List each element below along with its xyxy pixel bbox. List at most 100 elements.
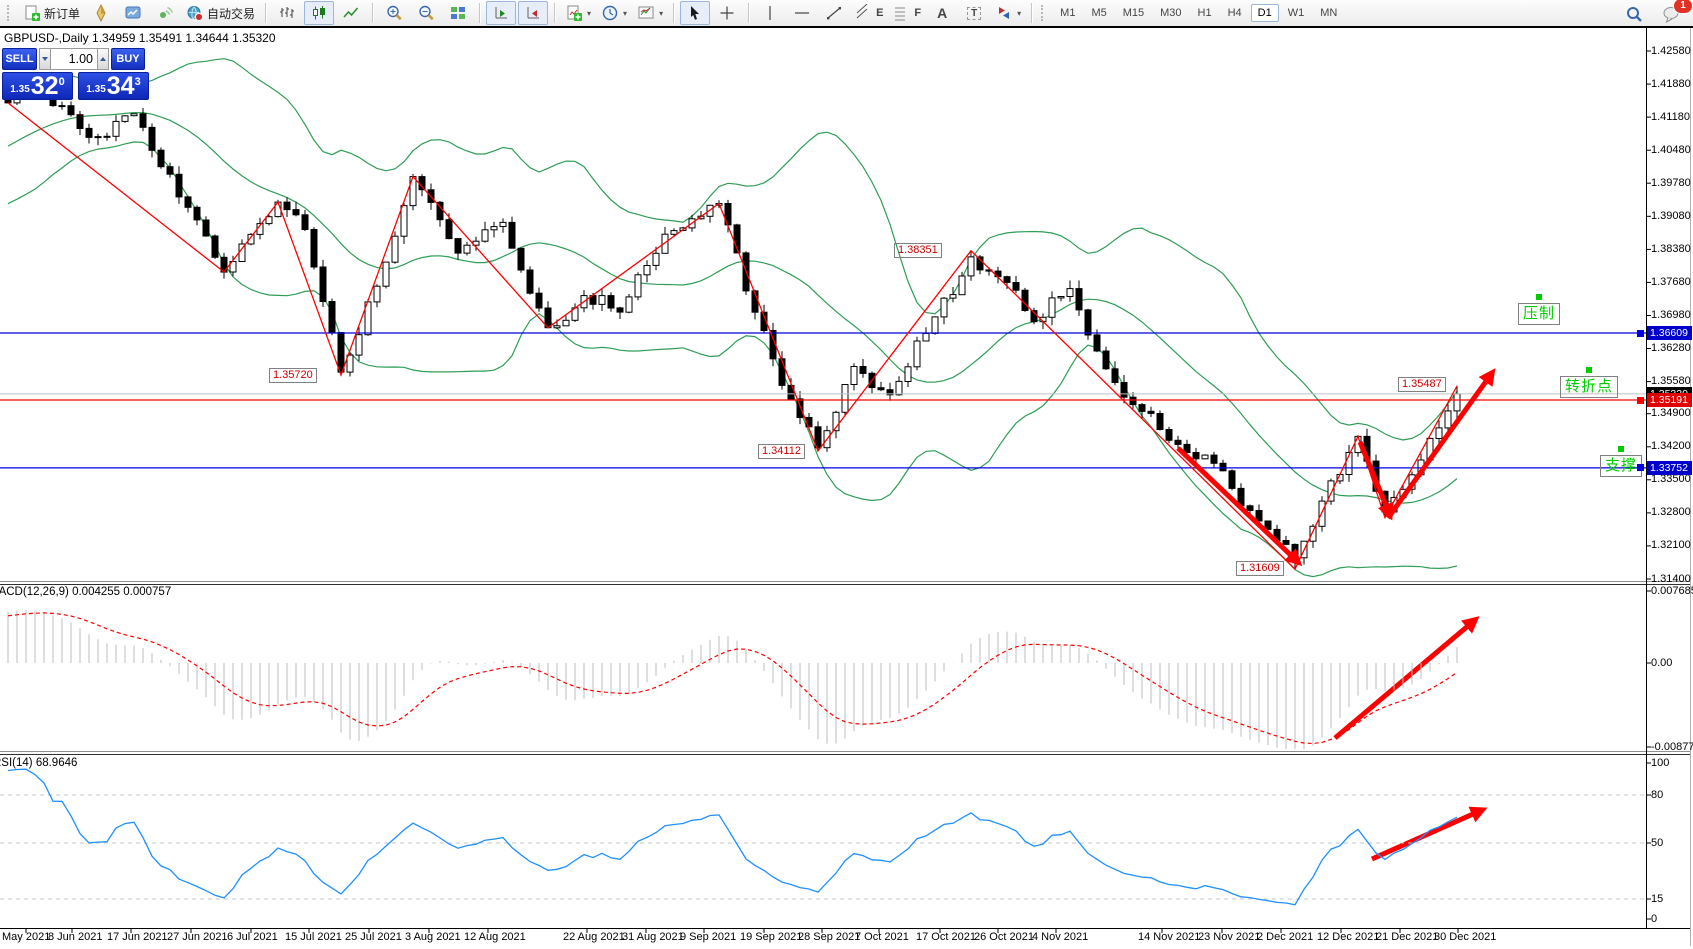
equidistant-channel-button[interactable]: E: [851, 1, 887, 25]
timeframe-m15[interactable]: M15: [1122, 7, 1145, 19]
rsi-axis-label[interactable]: 0: [1651, 912, 1658, 925]
date-axis-label[interactable]: 12 Aug 2021: [464, 931, 526, 943]
timeframe-m30[interactable]: M30: [1160, 7, 1182, 19]
buy-button[interactable]: BUY: [111, 48, 145, 70]
new-order-button[interactable]: 新订单: [19, 1, 84, 25]
auto-scroll-button[interactable]: [486, 1, 517, 25]
timeframe-w1[interactable]: W1: [1287, 7, 1305, 19]
zigzag-price-label[interactable]: 1.31609: [1236, 561, 1284, 576]
date-axis-label[interactable]: 23 Nov 2021: [1198, 931, 1261, 943]
vertical-line-button[interactable]: [755, 1, 785, 25]
volume-decrease-button[interactable]: [39, 48, 51, 70]
horizontal-line-button[interactable]: [787, 1, 817, 25]
strategy-tester-button[interactable]: [118, 1, 148, 25]
date-axis-label[interactable]: 2 Dec 2021: [1257, 931, 1314, 943]
buy-price-display[interactable]: 1.35 34 3: [78, 72, 149, 100]
macd-axis-label[interactable]: -0.00877: [1651, 740, 1693, 753]
rsi-axis-label[interactable]: 15: [1651, 892, 1664, 905]
price-axis-label[interactable]: 1.39780: [1651, 176, 1691, 189]
timeframe-d1[interactable]: D1: [1250, 4, 1279, 22]
timeframe-m1[interactable]: M1: [1060, 7, 1076, 19]
hline-handle[interactable]: [1637, 464, 1644, 471]
date-axis-label[interactable]: 26 Oct 2021: [974, 931, 1034, 943]
search-button[interactable]: [1619, 2, 1649, 26]
date-axis-label[interactable]: 22 Aug 2021: [563, 931, 625, 943]
date-axis-label[interactable]: 17 Jun 2021: [107, 931, 168, 943]
date-axis-label[interactable]: 30 Dec 2021: [1434, 931, 1497, 943]
crosshair-button[interactable]: [712, 1, 742, 25]
rsi-axis-label[interactable]: 50: [1651, 836, 1664, 849]
price-axis-label[interactable]: 1.41880: [1651, 77, 1691, 90]
date-axis-label[interactable]: 14 Nov 2021: [1138, 931, 1201, 943]
zigzag-price-label[interactable]: 1.34112: [758, 444, 805, 459]
price-axis-label[interactable]: 1.31400: [1651, 572, 1691, 585]
arrows-button[interactable]: ▾: [991, 1, 1025, 25]
volume-increase-button[interactable]: [97, 48, 109, 70]
annotation-text[interactable]: 支撑: [1600, 455, 1643, 477]
hline-handle[interactable]: [1637, 330, 1644, 337]
fibonacci-button[interactable]: F: [889, 1, 925, 25]
date-axis-label[interactable]: 12 Dec 2021: [1317, 931, 1380, 943]
annotation-handle[interactable]: [1586, 367, 1592, 373]
text-label-button[interactable]: T: [959, 1, 989, 25]
zoom-in-button[interactable]: [379, 1, 409, 25]
price-axis-label[interactable]: 1.42580: [1651, 44, 1691, 57]
hline-handle[interactable]: [1637, 397, 1644, 404]
date-axis-label[interactable]: 3 Aug 2021: [405, 931, 461, 943]
price-axis-label[interactable]: 1.34200: [1651, 440, 1691, 453]
annotation-handle[interactable]: [1536, 294, 1542, 300]
date-axis-label[interactable]: 8 Jun 2021: [48, 931, 103, 943]
zigzag-price-label[interactable]: 1.35487: [1398, 377, 1446, 392]
macd-axis-label[interactable]: 0.00: [1651, 656, 1673, 669]
rsi-axis-label[interactable]: 80: [1651, 788, 1664, 801]
metaeditor-button[interactable]: [86, 1, 116, 25]
annotation-text[interactable]: 压制: [1518, 303, 1561, 325]
price-axis-label[interactable]: 1.32100: [1651, 539, 1691, 552]
line-chart-button[interactable]: [336, 1, 366, 25]
date-axis-label[interactable]: 7 Oct 2021: [855, 931, 909, 943]
date-axis-label[interactable]: 4 Nov 2021: [1032, 931, 1089, 943]
annotation-text[interactable]: 转折点: [1560, 376, 1619, 398]
zigzag-price-label[interactable]: 1.35720: [269, 368, 317, 383]
date-axis-label[interactable]: 19 Sep 2021: [740, 931, 803, 943]
price-axis-label[interactable]: 1.39080: [1651, 209, 1691, 222]
date-axis-label[interactable]: 28 Sep 2021: [798, 931, 861, 943]
zoom-out-button[interactable]: [411, 1, 441, 25]
macd-axis-label[interactable]: 0.007685: [1651, 584, 1693, 597]
bar-chart-button[interactable]: [272, 1, 302, 25]
indicators-button[interactable]: ▾: [561, 1, 595, 25]
volume-input[interactable]: [51, 48, 97, 70]
price-axis-label[interactable]: 1.40480: [1651, 143, 1691, 156]
date-axis-label[interactable]: 31 Aug 2021: [622, 931, 684, 943]
price-axis-label[interactable]: 1.41180: [1651, 110, 1690, 123]
templates-button[interactable]: ▾: [633, 1, 667, 25]
timeframe-mn[interactable]: MN: [1320, 7, 1338, 19]
trendline-button[interactable]: [819, 1, 849, 25]
date-axis-label[interactable]: 17 Oct 2021: [916, 931, 976, 943]
cursor-button[interactable]: [680, 1, 711, 25]
price-axis-label[interactable]: 1.33500: [1651, 473, 1691, 486]
timeframe-h1[interactable]: H1: [1197, 7, 1212, 19]
timeframe-h4[interactable]: H4: [1227, 7, 1242, 19]
price-axis-label[interactable]: 1.36280: [1651, 342, 1691, 355]
date-axis-label[interactable]: 27 Jun 2021: [167, 931, 228, 943]
date-axis-label[interactable]: 15 Jul 2021: [285, 931, 342, 943]
tile-windows-button[interactable]: [443, 1, 473, 25]
price-axis-label[interactable]: 1.34900: [1651, 407, 1691, 420]
price-axis-label[interactable]: 1.38380: [1651, 242, 1691, 255]
timeframe-m5[interactable]: M5: [1091, 7, 1107, 19]
autotrading-button[interactable]: 自动交易: [182, 1, 259, 25]
chart-shift-button[interactable]: [518, 1, 549, 25]
date-axis-label[interactable]: 21 Dec 2021: [1376, 931, 1439, 943]
price-axis-label[interactable]: 1.35580: [1651, 375, 1691, 388]
price-axis-label[interactable]: 1.36980: [1651, 308, 1691, 321]
zigzag-price-label[interactable]: 1.38351: [894, 243, 942, 258]
notifications-button[interactable]: 1: [1657, 0, 1693, 26]
candlestick-chart-button[interactable]: [304, 1, 335, 25]
date-axis-label[interactable]: 9 Sep 2021: [680, 931, 737, 943]
rsi-axis-label[interactable]: 100: [1651, 756, 1670, 769]
annotation-handle[interactable]: [1618, 446, 1624, 452]
sell-button[interactable]: SELL: [2, 48, 37, 70]
price-axis-label[interactable]: 1.32800: [1651, 506, 1691, 519]
